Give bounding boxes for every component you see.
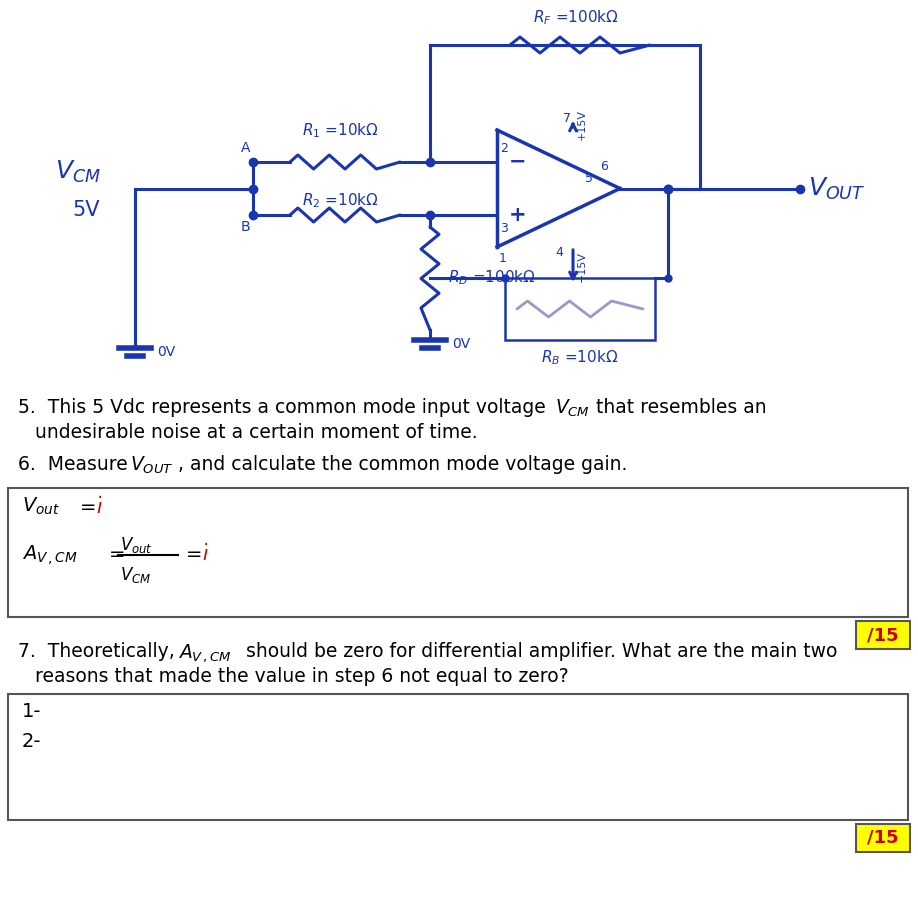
Text: /15: /15 (868, 626, 899, 644)
Bar (856, 824, 910, 852)
Text: 0V: 0V (157, 345, 175, 359)
Text: $V_{out}$: $V_{out}$ (22, 496, 60, 517)
Text: 0V: 0V (452, 337, 470, 351)
Text: $R_2$ =10k$\Omega$: $R_2$ =10k$\Omega$ (302, 191, 378, 210)
Text: 5: 5 (585, 172, 593, 185)
Text: $V_{out}$: $V_{out}$ (120, 535, 152, 555)
Text: $\dot{\imath}$: $\dot{\imath}$ (202, 543, 208, 564)
Text: that resembles an: that resembles an (596, 398, 767, 417)
Text: $R_F$ =100k$\Omega$: $R_F$ =100k$\Omega$ (533, 8, 619, 27)
Text: $R_D$ =100k$\Omega$: $R_D$ =100k$\Omega$ (448, 269, 536, 287)
Text: 6: 6 (600, 160, 608, 173)
Text: $V_{OUT}$: $V_{OUT}$ (130, 455, 174, 477)
Text: +: + (509, 205, 527, 225)
Text: +15V: +15V (577, 109, 587, 140)
Text: reasons that made the value in step 6 not equal to zero?: reasons that made the value in step 6 no… (35, 667, 568, 686)
Text: $A_{V\,,CM}$: $A_{V\,,CM}$ (22, 543, 78, 567)
Text: $=$: $=$ (76, 496, 96, 515)
Text: should be zero for differential amplifier. What are the main two: should be zero for differential amplifie… (240, 642, 837, 661)
Text: 6.  Measure: 6. Measure (18, 455, 140, 474)
Text: $V_{CM}$: $V_{CM}$ (55, 159, 101, 185)
Text: , and calculate the common mode voltage gain.: , and calculate the common mode voltage … (178, 455, 627, 474)
Bar (856, 621, 910, 649)
Text: $R_1$ =10k$\Omega$: $R_1$ =10k$\Omega$ (302, 121, 378, 140)
Text: 4: 4 (555, 246, 563, 259)
Text: 3: 3 (500, 223, 508, 236)
Text: 2-: 2- (22, 732, 41, 751)
Text: 5.  This 5 Vdc represents a common mode input voltage: 5. This 5 Vdc represents a common mode i… (18, 398, 552, 417)
Text: −15V: −15V (577, 250, 587, 282)
Text: 5V: 5V (72, 200, 99, 220)
Text: $V_{CM}$: $V_{CM}$ (120, 565, 151, 585)
Bar (8, 694, 908, 820)
Text: $R_B$ =10k$\Omega$: $R_B$ =10k$\Omega$ (542, 349, 619, 367)
Bar (8, 488, 908, 617)
Text: undesirable noise at a certain moment of time.: undesirable noise at a certain moment of… (35, 423, 477, 442)
Text: /15: /15 (868, 829, 899, 847)
Text: −: − (509, 152, 527, 172)
Text: 1: 1 (499, 253, 507, 265)
Text: A: A (241, 141, 250, 155)
Text: $A_{V\,,CM}$: $A_{V\,,CM}$ (178, 642, 232, 664)
Text: $\dot{\imath}$: $\dot{\imath}$ (96, 496, 103, 517)
Text: B: B (241, 220, 250, 234)
Text: $V_{OUT}$: $V_{OUT}$ (808, 176, 866, 202)
Text: $=$: $=$ (182, 543, 202, 562)
Bar (505, 278, 655, 340)
Text: 1-: 1- (22, 702, 41, 721)
Text: $V_{CM}$: $V_{CM}$ (555, 398, 590, 419)
Text: 7: 7 (563, 111, 571, 124)
Text: 7.  Theoretically,: 7. Theoretically, (18, 642, 181, 661)
Text: $=$: $=$ (105, 543, 125, 562)
Text: 2: 2 (500, 141, 508, 155)
